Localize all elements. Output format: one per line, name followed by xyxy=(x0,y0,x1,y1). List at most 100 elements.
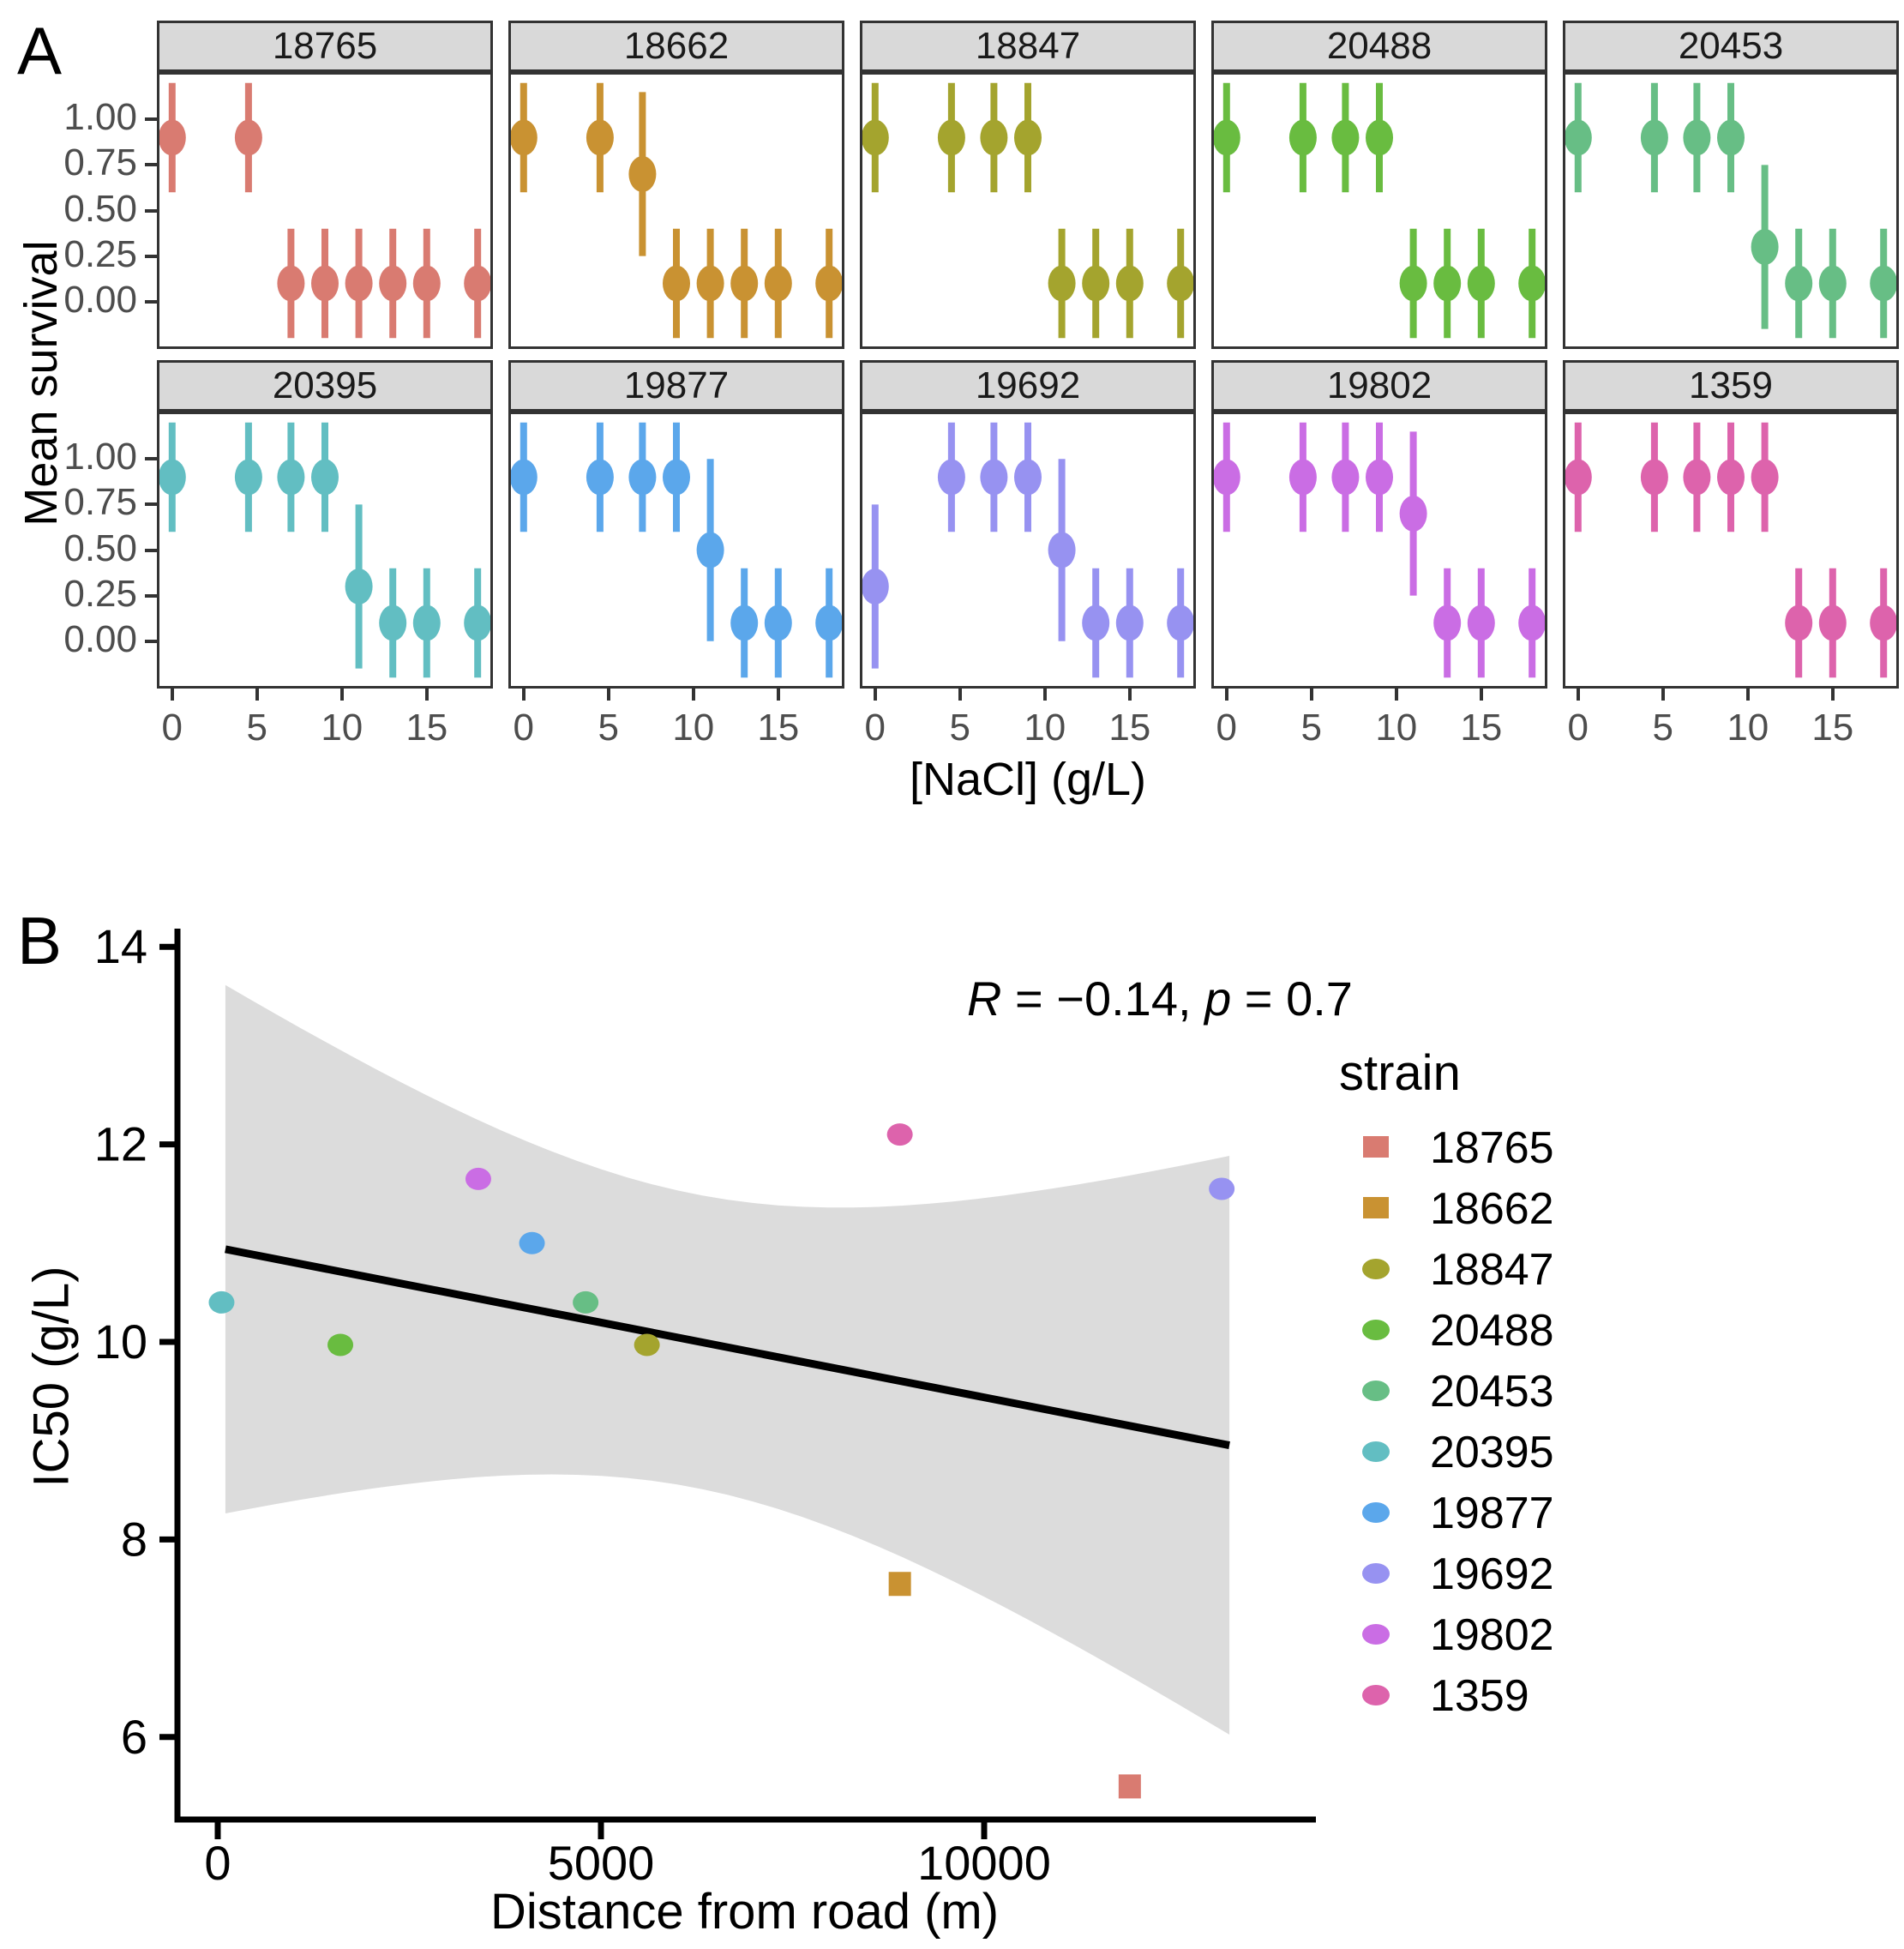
data-point xyxy=(586,459,614,496)
legend-square-marker-18765 xyxy=(1363,1136,1389,1158)
data-point xyxy=(345,568,373,605)
data-point xyxy=(663,459,690,496)
data-point xyxy=(937,119,965,156)
panel-a-x-axis-title: [NaCl] (g/L) xyxy=(909,754,1147,805)
data-point xyxy=(1818,605,1847,641)
data-point xyxy=(1082,605,1110,641)
panel-b-y-tick-label: 6 xyxy=(121,1710,147,1764)
regression-line xyxy=(225,1245,1230,1449)
facet-strip-18847: 18847 xyxy=(860,21,1196,72)
panel-a-x-tickmark xyxy=(958,689,962,701)
data-point xyxy=(1683,459,1711,496)
facet-chart-18847 xyxy=(862,82,1193,339)
panel-a-x-tick-label: 10 xyxy=(1375,707,1418,749)
data-point xyxy=(234,459,262,496)
panel-b-x-tick-label: 10000 xyxy=(917,1836,1051,1890)
data-point xyxy=(730,605,759,641)
legend-circle-marker-20453 xyxy=(1362,1381,1390,1401)
legend-circle-marker-20488 xyxy=(1362,1320,1390,1340)
data-point xyxy=(311,265,339,302)
panel-a-x-tick-label: 0 xyxy=(513,707,535,749)
panel-b-letter: B xyxy=(17,903,63,978)
annotation-r-value: = −0.14, xyxy=(1001,971,1205,1026)
data-point xyxy=(1717,459,1745,496)
panel-a-x-tickmark xyxy=(1127,689,1132,701)
panel-a-y-tickmark xyxy=(145,457,157,461)
data-point xyxy=(1115,265,1144,302)
confidence-band xyxy=(225,984,1230,1735)
facet-strip-18765: 18765 xyxy=(157,21,493,72)
facet-panel-18662 xyxy=(508,72,844,349)
data-point xyxy=(815,605,842,641)
panel-a-x-tick-label: 15 xyxy=(757,707,800,749)
facet-panel-19877 xyxy=(508,412,844,689)
data-point xyxy=(1014,459,1042,496)
panel-a-y-tickmark xyxy=(145,639,157,643)
data-point xyxy=(159,119,186,156)
scatter-point-20453 xyxy=(573,1290,599,1314)
data-point xyxy=(1048,532,1076,568)
data-point xyxy=(862,568,889,605)
legend-label-1359: 1359 xyxy=(1430,1671,1529,1721)
panel-a-x-tickmark xyxy=(424,689,429,701)
legend-label-19802: 19802 xyxy=(1430,1610,1554,1660)
panel-a-x-tickmark xyxy=(170,689,174,701)
data-point xyxy=(1399,496,1427,532)
legend-item-1359: 1359 xyxy=(1361,1669,1627,1722)
data-point xyxy=(1518,265,1545,302)
facet-panel-18765 xyxy=(157,72,493,349)
panel-a-y-tick-label: 1.00 xyxy=(63,96,137,139)
legend-item-19692: 19692 xyxy=(1361,1547,1627,1600)
panel-a-x-tickmark xyxy=(1576,689,1580,701)
facet-chart-20395 xyxy=(159,422,490,678)
panel-a-y-tick-label: 0.75 xyxy=(63,141,137,184)
panel-b-y-tick-label: 8 xyxy=(121,1512,147,1566)
panel-a-y-tick-label: 0.00 xyxy=(63,278,137,321)
legend-circle-marker-19877 xyxy=(1362,1502,1390,1523)
data-point xyxy=(1433,265,1462,302)
scatter-point-18662 xyxy=(888,1572,911,1597)
facet-panel-18847 xyxy=(860,72,1196,349)
legend-circle-marker-1359 xyxy=(1362,1685,1390,1705)
panel-a-x-tick-label: 10 xyxy=(672,707,715,749)
panel-a-x-tick-label: 15 xyxy=(1108,707,1151,749)
panel-b-y-tick-label: 14 xyxy=(94,919,147,973)
panel-a-letter: A xyxy=(17,13,63,88)
panel-a-y-tick-label: 0.25 xyxy=(63,572,137,615)
panel-a-x-tick-label: 10 xyxy=(1727,707,1769,749)
facet-chart-19877 xyxy=(511,422,842,678)
panel-a-y-tick-label: 0.75 xyxy=(63,481,137,524)
facet-panel-20453 xyxy=(1563,72,1899,349)
data-point xyxy=(696,532,724,568)
panel-a-x-tickmark xyxy=(1830,689,1835,701)
data-point xyxy=(1214,459,1240,496)
data-point xyxy=(1167,265,1193,302)
data-point xyxy=(586,119,614,156)
facet-chart-1359 xyxy=(1565,422,1896,678)
legend-item-19877: 19877 xyxy=(1361,1486,1627,1539)
panel-a-x-tick-label: 15 xyxy=(405,707,448,749)
facet-chart-19802 xyxy=(1214,422,1545,678)
data-point xyxy=(412,605,441,641)
data-point xyxy=(1467,605,1495,641)
legend-item-20488: 20488 xyxy=(1361,1303,1627,1356)
data-point xyxy=(1399,265,1427,302)
panel-a-x-tick-label: 10 xyxy=(321,707,363,749)
legend-item-20395: 20395 xyxy=(1361,1425,1627,1478)
data-point xyxy=(628,459,657,496)
legend-label-20488: 20488 xyxy=(1430,1306,1554,1356)
data-point xyxy=(1214,119,1240,156)
panel-b-y-tick-label: 12 xyxy=(94,1117,147,1171)
data-point xyxy=(1870,605,1896,641)
data-point xyxy=(412,265,441,302)
data-point xyxy=(159,459,186,496)
facet-panel-1359 xyxy=(1563,412,1899,689)
facet-panel-19692 xyxy=(860,412,1196,689)
scatter-point-20488 xyxy=(327,1333,354,1356)
data-point xyxy=(1014,119,1042,156)
panel-a-y-tickmark xyxy=(145,593,157,598)
facet-chart-20453 xyxy=(1565,82,1896,339)
panel-a-x-tickmark xyxy=(521,689,526,701)
legend-circle-marker-19692 xyxy=(1362,1563,1390,1584)
